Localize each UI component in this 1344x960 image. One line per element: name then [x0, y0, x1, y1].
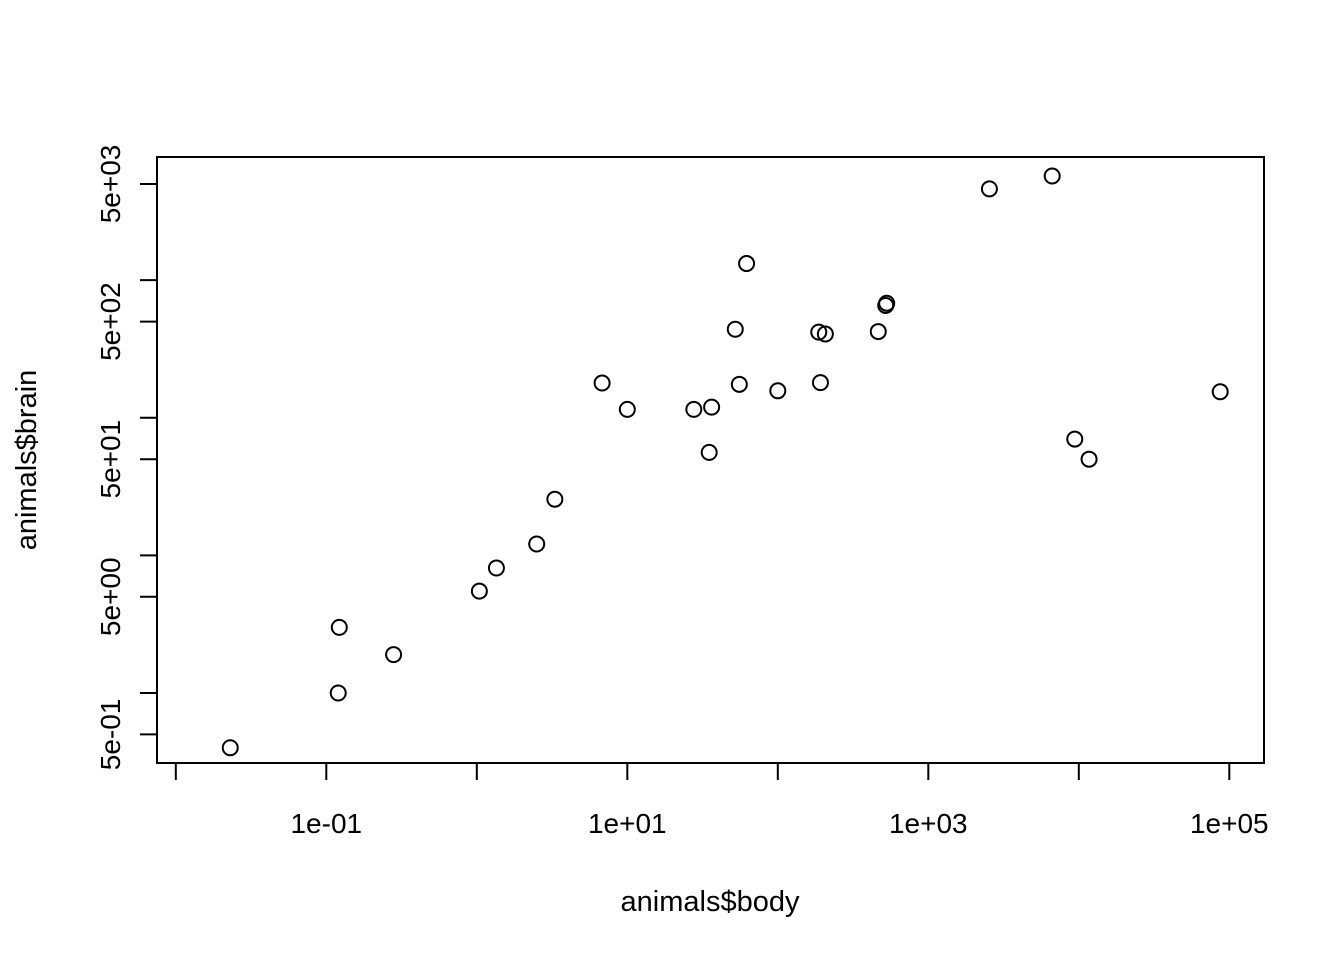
- data-point: [730, 375, 748, 393]
- x-tick-label: 1e+03: [889, 808, 968, 839]
- x-tick-label: 1e+05: [1190, 808, 1269, 839]
- data-point: [329, 684, 347, 702]
- data-point: [769, 382, 787, 400]
- data-point: [878, 294, 896, 312]
- y-tick-label: 5e+02: [95, 282, 126, 361]
- data-point: [816, 325, 834, 343]
- data-point: [700, 443, 718, 461]
- data-points: [221, 167, 1229, 757]
- data-point: [546, 490, 564, 508]
- data-point: [1043, 167, 1061, 185]
- data-point: [221, 739, 239, 757]
- data-point: [811, 374, 829, 392]
- x-tick-label: 1e+01: [588, 808, 667, 839]
- y-axis: 5e-01 5e+00 5e+01 5e+02 5e+03: [95, 145, 158, 771]
- data-point: [810, 323, 828, 341]
- data-point: [685, 400, 703, 418]
- y-tick-label: 5e-01: [95, 699, 126, 771]
- data-point: [738, 255, 756, 273]
- x-axis-label: animals$body: [621, 886, 800, 918]
- y-tick-label: 5e+00: [95, 557, 126, 636]
- y-tick-label: 5e+01: [95, 420, 126, 499]
- data-point: [487, 559, 505, 577]
- data-point: [618, 400, 636, 418]
- y-axis-label: animals$brain: [11, 370, 43, 551]
- data-point: [980, 180, 998, 198]
- data-point: [330, 618, 348, 636]
- data-point: [470, 582, 488, 600]
- data-point: [593, 374, 611, 392]
- data-point: [528, 535, 546, 553]
- data-point: [1080, 450, 1098, 468]
- data-point: [1211, 383, 1229, 401]
- data-point: [726, 320, 744, 338]
- data-point: [703, 398, 721, 416]
- data-point: [869, 323, 887, 341]
- data-point: [1066, 430, 1084, 448]
- x-axis: 1e-01 1e+01 1e+03 1e+05: [174, 762, 1269, 839]
- data-point: [385, 646, 403, 664]
- x-tick-label: 1e-01: [290, 808, 362, 839]
- y-tick-label: 5e+03: [95, 145, 126, 224]
